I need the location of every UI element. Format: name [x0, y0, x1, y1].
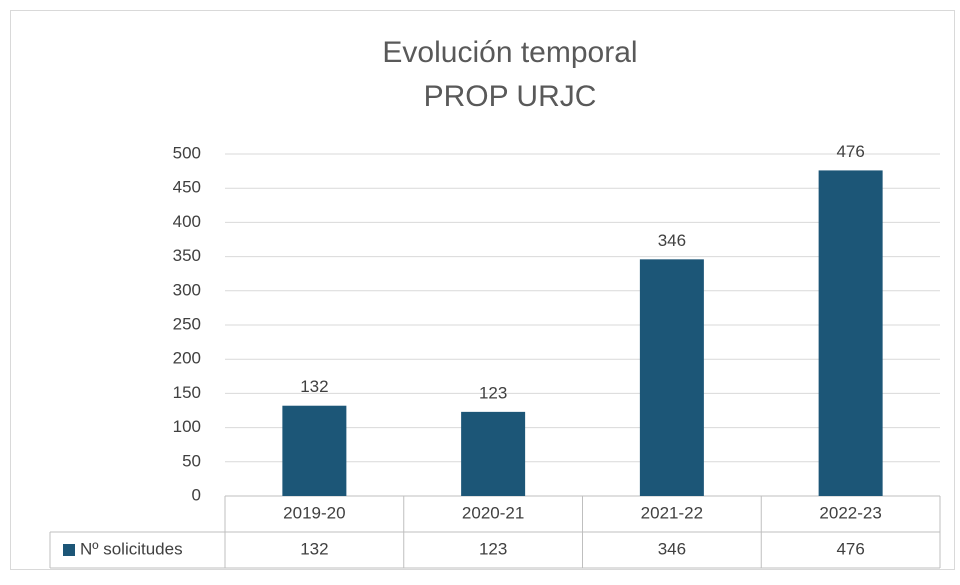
chart-title: PROP URJC	[424, 80, 597, 113]
legend-label: Nº solicitudes	[80, 539, 183, 558]
table-value: 346	[658, 539, 686, 558]
y-tick-label: 50	[182, 451, 201, 470]
y-tick-label: 450	[173, 178, 201, 197]
bar	[818, 170, 883, 496]
data-label: 132	[300, 377, 328, 396]
x-tick-label: 2021-22	[641, 503, 703, 522]
data-label: 346	[658, 231, 686, 250]
x-tick-label: 2020-21	[462, 503, 524, 522]
data-label: 476	[836, 142, 864, 161]
y-tick-label: 250	[173, 314, 201, 333]
x-tick-label: 2022-23	[819, 503, 881, 522]
legend-key	[63, 544, 75, 556]
y-tick-label: 500	[173, 143, 201, 162]
table-value: 476	[836, 539, 864, 558]
y-tick-label: 0	[192, 485, 201, 504]
y-tick-label: 200	[173, 349, 201, 368]
chart-title: Evolución temporal	[382, 36, 637, 69]
bar	[282, 405, 347, 496]
table-value: 123	[479, 539, 507, 558]
y-tick-label: 150	[173, 383, 201, 402]
y-tick-label: 100	[173, 417, 201, 436]
table-value: 132	[300, 539, 328, 558]
y-tick-label: 400	[173, 212, 201, 231]
y-tick-label: 350	[173, 246, 201, 265]
bar	[639, 259, 704, 496]
bar	[461, 411, 526, 496]
data-label: 123	[479, 383, 507, 402]
y-tick-label: 300	[173, 280, 201, 299]
x-tick-label: 2019-20	[283, 503, 345, 522]
